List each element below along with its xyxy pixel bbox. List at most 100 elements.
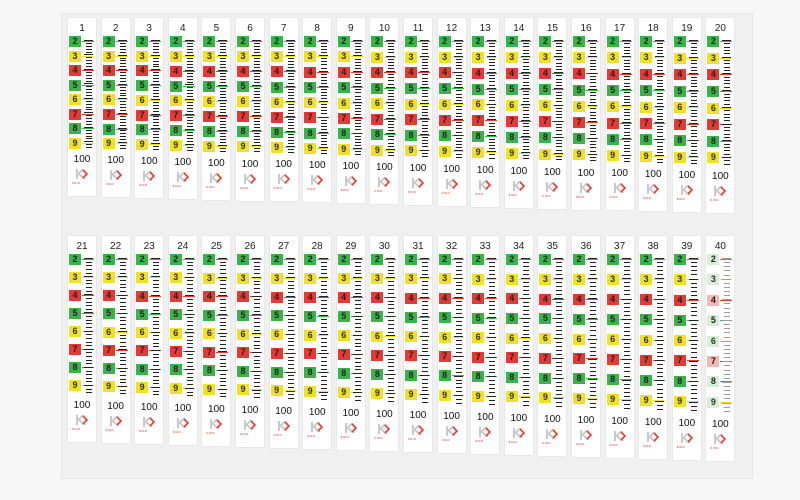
scale-tick — [487, 71, 497, 73]
scale-tick — [590, 111, 596, 113]
scale-tick — [554, 398, 564, 399]
scale-tick — [86, 80, 92, 82]
scale-tick — [86, 305, 92, 307]
scale-tick — [388, 46, 395, 48]
scale-tick — [588, 72, 597, 74]
scale-tick — [522, 52, 529, 54]
scale-mark: 5 — [270, 81, 283, 93]
strip-end-label: 100 — [510, 413, 528, 424]
scale-tick — [724, 353, 731, 355]
scale-tick — [86, 356, 92, 358]
scale-tick — [184, 84, 194, 86]
label-strip: 26 2 3 4 5 6 7 8 9 100 KIKO — [236, 236, 264, 447]
scale-tick — [287, 67, 294, 69]
scale-tick — [690, 315, 697, 317]
scale-tick — [252, 40, 261, 41]
scale-tick — [724, 113, 731, 115]
scale-tick — [657, 290, 664, 292]
scale-tick — [690, 46, 697, 48]
scale-tick — [621, 154, 631, 156]
label-strip: 19 2 3 4 5 6 7 8 9 100 KIKO — [672, 18, 701, 213]
scale-mark: 7 — [472, 115, 485, 127]
brand-logo — [512, 428, 525, 438]
scale-tick — [623, 270, 630, 272]
scale-tick — [623, 125, 630, 127]
scale-tick — [657, 372, 664, 374]
scale-tick — [520, 72, 530, 74]
brand-text: KIKO — [374, 189, 383, 194]
scale-mark: 5 — [169, 80, 182, 92]
scale-tick — [319, 101, 329, 103]
scale-tick — [153, 75, 160, 77]
scale-tick — [487, 151, 497, 153]
scale-tick — [86, 103, 92, 105]
scale-tick — [321, 88, 328, 90]
scale-tick — [621, 40, 631, 41]
scale-tick — [354, 346, 361, 348]
scale-tick — [590, 43, 596, 45]
scale-tick — [690, 116, 697, 118]
strip-end-label: 100 — [275, 406, 292, 417]
scale-tick — [724, 282, 731, 284]
scale-color-line — [518, 278, 531, 280]
scale-tick — [522, 123, 529, 125]
brand-logo — [479, 427, 492, 437]
scale-tick — [220, 120, 227, 122]
scale-mark: 2 — [707, 36, 720, 47]
scale-color-line — [451, 88, 464, 90]
scale-tick — [354, 92, 361, 94]
scale-tick — [319, 55, 329, 57]
scale-color-line — [82, 259, 94, 260]
scale-tick — [186, 123, 193, 125]
scale-tick — [657, 76, 664, 78]
scale-tick — [321, 383, 328, 385]
scale-tick — [86, 359, 92, 361]
scale-tick — [722, 402, 732, 404]
scale-mark: 4 — [472, 293, 485, 304]
scale-tick — [422, 402, 428, 404]
scale-tick — [422, 140, 428, 142]
scale-tick — [153, 379, 160, 381]
scale-tick — [287, 341, 294, 343]
scale-mark: 2 — [539, 36, 552, 47]
scale-tick — [623, 157, 630, 159]
strip-end-label: 100 — [73, 400, 91, 411]
scale-tick — [319, 258, 329, 259]
scale-mark: 8 — [337, 128, 350, 140]
scale-color-line — [182, 115, 195, 117]
scale-tick — [623, 395, 630, 397]
scale-tick — [590, 366, 596, 368]
scale-tick — [623, 391, 630, 393]
scale-tick — [422, 77, 428, 79]
scale-color-line — [451, 135, 464, 137]
scale-tick — [86, 92, 92, 94]
scale-tick — [590, 294, 596, 296]
scale-mark: 7 — [673, 118, 686, 130]
scale-color-line — [384, 278, 397, 280]
scale-mark: 7 — [606, 117, 619, 129]
scale-tick — [151, 84, 161, 86]
label-strip: 2 2 3 4 5 6 7 8 9 100 KIKO — [101, 18, 130, 197]
scale-tick — [556, 366, 563, 367]
scale-tick — [489, 344, 496, 346]
scale-tick — [321, 125, 328, 127]
scale-tick — [690, 377, 697, 379]
scale-tick — [556, 402, 563, 403]
scale-tick — [590, 124, 596, 126]
scale-mark: 4 — [606, 68, 619, 80]
scale-tick — [388, 89, 395, 91]
scale-color-line — [518, 259, 531, 260]
scale-tick — [422, 347, 428, 349]
brand-logo — [714, 186, 727, 197]
scale-mark: 7 — [169, 110, 182, 122]
scale-tick — [556, 314, 563, 315]
scale-tick — [386, 296, 396, 298]
scale-color-line — [384, 87, 397, 89]
scale-tick — [590, 390, 596, 392]
scale-tick — [220, 321, 227, 323]
scale-tick — [422, 370, 428, 372]
scale-tick — [657, 311, 664, 313]
scale-tick — [556, 290, 563, 291]
